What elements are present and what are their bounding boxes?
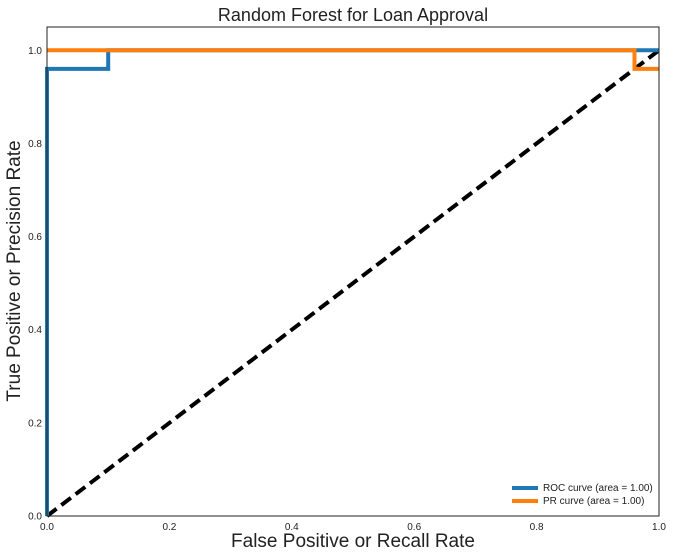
x-tick-label: 1.0 bbox=[652, 522, 666, 533]
y-axis-label: True Positive or Precision Rate bbox=[4, 140, 25, 401]
x-axis-label: False Positive or Recall Rate bbox=[231, 531, 475, 552]
y-tick-label: 1.0 bbox=[28, 46, 42, 57]
pr-curve-line bbox=[47, 48, 659, 71]
plot-area bbox=[45, 48, 661, 518]
legend-label-pr: PR curve (area = 1.00) bbox=[543, 496, 644, 507]
plot-frame bbox=[46, 26, 660, 517]
y-tick-label: 0.6 bbox=[28, 232, 42, 243]
x-axis-ticks: 0.0 0.2 0.4 0.6 0.8 1.0 bbox=[40, 522, 666, 533]
x-tick-label: 0.8 bbox=[530, 522, 544, 533]
legend-box bbox=[505, 478, 655, 511]
y-tick-label: 0.0 bbox=[28, 512, 42, 523]
x-tick-label: 0.0 bbox=[40, 522, 54, 533]
chance-diagonal-line bbox=[45, 48, 661, 518]
y-axis-ticks: 0.0 0.2 0.4 0.6 0.8 1.0 bbox=[28, 46, 42, 523]
y-tick-label: 0.8 bbox=[28, 139, 42, 150]
chart-title: Random Forest for Loan Approval bbox=[218, 5, 488, 25]
x-tick-label: 0.4 bbox=[285, 522, 299, 533]
legend-label-roc: ROC curve (area = 1.00) bbox=[543, 483, 653, 494]
y-tick-label: 0.4 bbox=[28, 325, 42, 336]
x-tick-label: 0.2 bbox=[162, 522, 176, 533]
x-tick-label: 0.6 bbox=[407, 522, 421, 533]
legend: ROC curve (area = 1.00) PR curve (area =… bbox=[505, 478, 655, 511]
y-tick-label: 0.2 bbox=[28, 418, 42, 429]
